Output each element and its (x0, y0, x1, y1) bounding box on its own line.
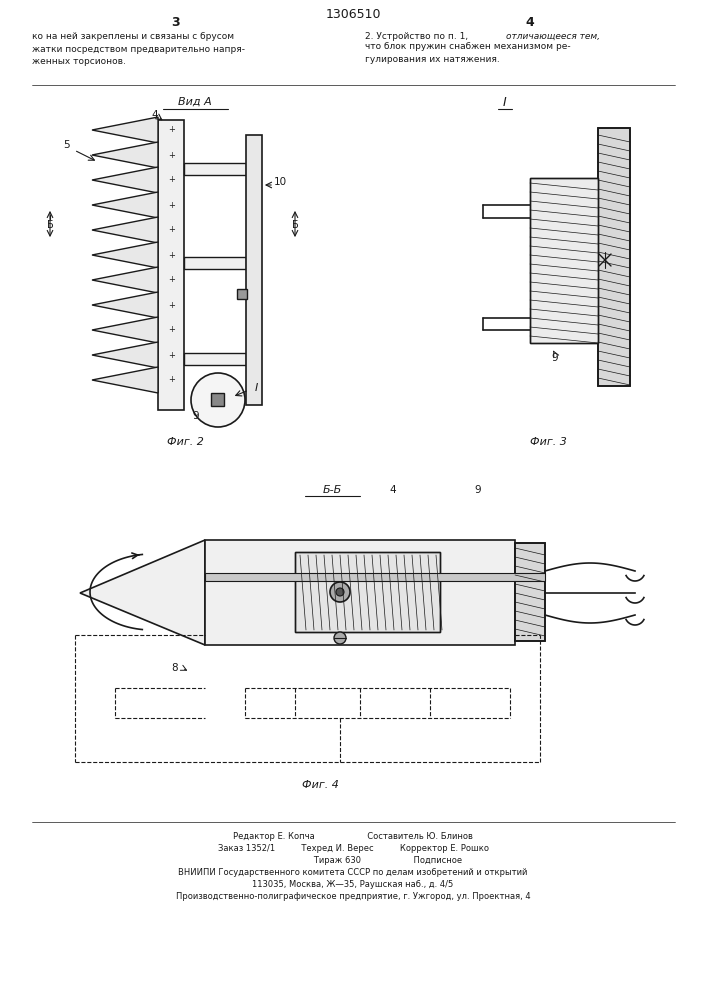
Text: +: + (168, 326, 175, 334)
Polygon shape (92, 367, 158, 393)
Text: +: + (168, 200, 175, 210)
Bar (184, 163, 246, 175)
Text: 2. Устройство по п. 1,: 2. Устройство по п. 1, (365, 32, 471, 41)
Circle shape (191, 373, 245, 427)
Polygon shape (92, 317, 158, 343)
Text: Фиг. 3: Фиг. 3 (530, 437, 566, 447)
Text: Тираж 630                    Подписное: Тираж 630 Подписное (243, 856, 462, 865)
Bar (515, 543, 545, 641)
Bar (237, 289, 247, 299)
Text: 8: 8 (172, 663, 178, 673)
Text: 4: 4 (390, 485, 397, 495)
Text: Б-Б: Б-Б (322, 485, 341, 495)
Bar (211, 393, 224, 406)
Text: Редактор Е. Копча                    Составитель Ю. Блинов: Редактор Е. Копча Составитель Ю. Блинов (233, 832, 473, 841)
Text: +: + (168, 275, 175, 284)
Text: ко на ней закреплены и связаны с брусом
жатки посредством предварительно напря-
: ко на ней закреплены и связаны с брусом … (32, 32, 245, 66)
Text: Б: Б (47, 220, 53, 230)
Text: +: + (168, 226, 175, 234)
Bar (598, 128, 630, 386)
Text: 4: 4 (525, 15, 534, 28)
Bar (205, 573, 545, 581)
Polygon shape (92, 267, 158, 293)
Polygon shape (80, 540, 205, 645)
Text: I: I (503, 96, 507, 108)
Circle shape (330, 582, 350, 602)
Text: что блок пружин снабжен механизмом ре-
гулирования их натяжения.: что блок пружин снабжен механизмом ре- г… (365, 42, 571, 64)
Bar (295, 552, 440, 632)
Bar (205, 540, 515, 645)
Bar (530, 178, 598, 343)
Text: I: I (255, 383, 257, 393)
Text: +: + (168, 125, 175, 134)
Bar (246, 135, 262, 405)
Text: 5: 5 (64, 140, 70, 150)
Polygon shape (92, 242, 158, 268)
Bar (598, 128, 630, 386)
Text: 9: 9 (551, 353, 559, 363)
Text: +: + (168, 375, 175, 384)
Text: +: + (168, 351, 175, 360)
Text: 9: 9 (193, 411, 199, 421)
Bar (184, 353, 246, 365)
Text: +: + (168, 150, 175, 159)
Text: Б: Б (291, 220, 298, 230)
Polygon shape (92, 217, 158, 243)
Text: +: + (168, 300, 175, 310)
Text: +: + (168, 176, 175, 184)
Text: +: + (168, 250, 175, 259)
Bar (184, 257, 246, 269)
Text: 4: 4 (152, 110, 158, 120)
Text: 3: 3 (172, 15, 180, 28)
Circle shape (336, 588, 344, 596)
Text: Заказ 1352/1          Техред И. Верес          Корректор Е. Рошко: Заказ 1352/1 Техред И. Верес Корректор Е… (218, 844, 489, 853)
Text: 10: 10 (274, 177, 286, 187)
Text: 9: 9 (474, 485, 481, 495)
Bar (530, 178, 598, 343)
Text: Производственно-полиграфическое предприятие, г. Ужгород, ул. Проектная, 4: Производственно-полиграфическое предприя… (175, 892, 530, 901)
Bar (158, 120, 184, 410)
Polygon shape (92, 142, 158, 168)
Polygon shape (92, 192, 158, 218)
Circle shape (334, 632, 346, 644)
Polygon shape (92, 117, 158, 143)
Text: Фиг. 4: Фиг. 4 (302, 780, 339, 790)
Text: Фиг. 2: Фиг. 2 (167, 437, 204, 447)
Text: 1306510: 1306510 (325, 8, 381, 21)
Text: ВНИИПИ Государственного комитета СССР по делам изобретений и открытий: ВНИИПИ Государственного комитета СССР по… (178, 868, 527, 877)
Text: 113035, Москва, Ж—35, Раушская наб., д. 4/5: 113035, Москва, Ж—35, Раушская наб., д. … (252, 880, 454, 889)
Text: Вид А: Вид А (178, 97, 212, 107)
Bar (295, 552, 440, 632)
Polygon shape (92, 167, 158, 193)
Text: отличающееся тем,: отличающееся тем, (506, 32, 600, 41)
Polygon shape (92, 342, 158, 368)
Bar (515, 543, 545, 641)
Polygon shape (92, 292, 158, 318)
